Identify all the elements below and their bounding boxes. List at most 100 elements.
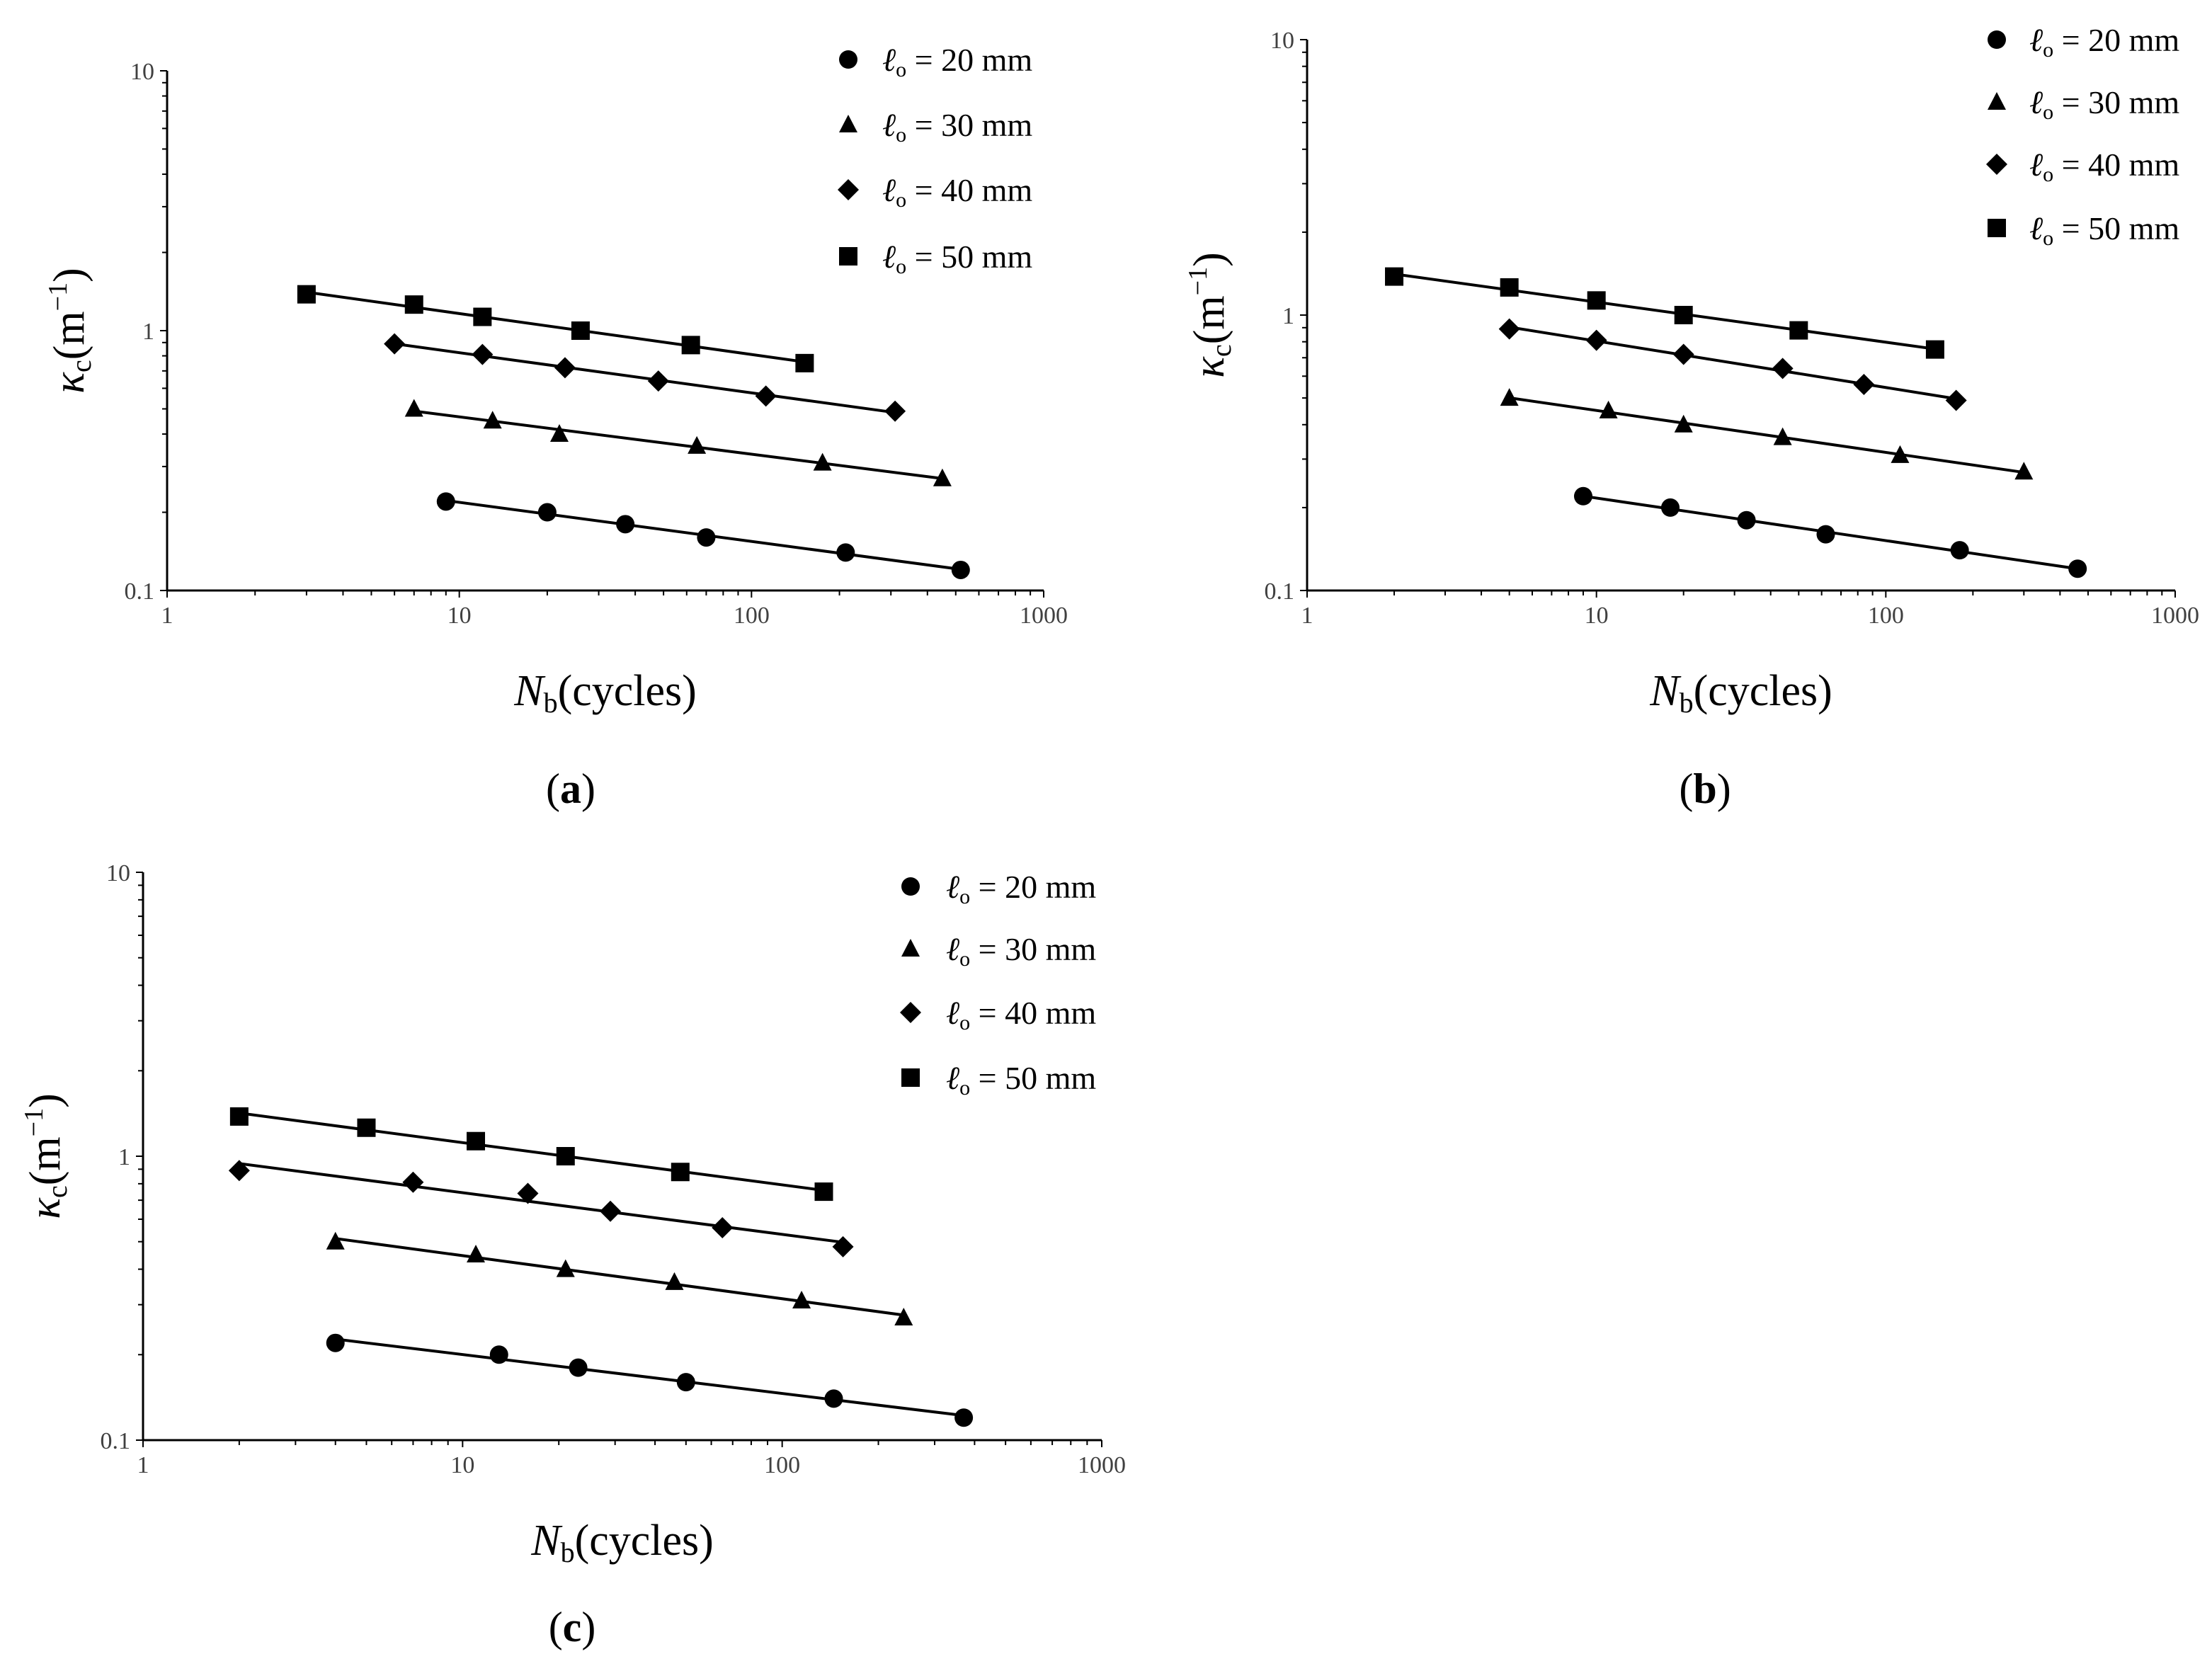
legend-value: = 20 — [970, 869, 1045, 905]
legend-marker-20mm — [901, 877, 920, 896]
data-point-20mm — [954, 1408, 974, 1427]
y-axis-label: κc(m−1) — [19, 1093, 73, 1219]
legend-units: mm — [1046, 931, 1097, 967]
data-point-50mm — [1587, 291, 1606, 310]
legend-value: = 50 — [2053, 210, 2128, 246]
legend-entry-30mm: ℓo = 30 mm — [882, 107, 1032, 147]
data-point-40mm — [884, 400, 906, 422]
legend-symbol: ℓ — [882, 42, 896, 78]
x-axis-label: Nb(cycles) — [1649, 667, 1832, 719]
x-tick-label: 1000 — [2151, 603, 2199, 629]
data-point-30mm — [894, 1308, 913, 1326]
legend-symbol: ℓ — [882, 172, 896, 208]
data-point-30mm — [483, 411, 502, 429]
panel-label: (c) — [549, 1604, 596, 1650]
x-tick-label: 100 — [764, 1452, 800, 1478]
data-point-20mm — [1816, 525, 1835, 544]
data-point-40mm — [1585, 329, 1607, 351]
legend-entry-50mm: ℓo = 50 mm — [882, 239, 1032, 278]
y-tick-label: 0.1 — [125, 578, 155, 605]
legend-marker-20mm — [839, 50, 857, 69]
legend-entry-40mm: ℓo = 40 mm — [2029, 147, 2179, 186]
legend-subscript: o — [959, 947, 970, 971]
legend-value: = 30 — [2053, 84, 2128, 120]
data-point-20mm — [2068, 559, 2087, 578]
data-point-20mm — [1737, 510, 1756, 530]
legend-units: mm — [1046, 995, 1097, 1031]
x-axis-label: Nb(cycles) — [513, 667, 697, 719]
panel-label: (a) — [546, 765, 595, 812]
data-point-40mm — [832, 1236, 854, 1257]
y-label-close: ) — [21, 1093, 69, 1108]
x-label-subscript: b — [544, 687, 558, 719]
data-point-20mm — [836, 543, 855, 562]
data-point-40mm — [1945, 389, 1967, 411]
data-point-30mm — [404, 399, 423, 417]
trend-line-30mm — [414, 409, 943, 480]
data-point-40mm — [1772, 358, 1794, 380]
data-point-40mm — [554, 357, 576, 379]
x-tick-label: 100 — [734, 603, 770, 629]
y-label-superscript: −1 — [1183, 267, 1213, 295]
data-point-30mm — [1599, 400, 1618, 418]
data-point-30mm — [933, 468, 952, 486]
data-point-50mm — [357, 1118, 376, 1137]
trend-line-40mm — [1509, 325, 1956, 401]
legend-entry-40mm: ℓo = 40 mm — [946, 995, 1096, 1034]
y-axis-label: κc(m−1) — [43, 268, 97, 394]
data-point-40mm — [1853, 373, 1875, 395]
trend-line-50mm — [1393, 273, 1936, 350]
data-point-50mm — [795, 353, 814, 372]
legend-subscript: o — [896, 188, 906, 212]
legend-value: = 50 — [970, 1060, 1045, 1096]
y-tick-label: 10 — [1270, 28, 1294, 54]
legend-subscript: o — [896, 123, 906, 147]
data-point-40mm — [647, 370, 669, 392]
legend-symbol: ℓ — [882, 239, 896, 275]
data-point-30mm — [1500, 388, 1519, 406]
data-point-50mm — [814, 1182, 833, 1202]
legend-value: = 30 — [970, 931, 1045, 967]
x-tick-label: 1000 — [1078, 1452, 1126, 1478]
y-tick-label: 1 — [1282, 303, 1294, 329]
x-label-subscript: b — [561, 1536, 575, 1568]
panel-label-open: ( — [549, 1604, 563, 1650]
data-point-50mm — [404, 295, 423, 314]
data-point-50mm — [1789, 321, 1808, 340]
y-axis-label: κc(m−1) — [1183, 252, 1237, 378]
y-label-units: (m — [21, 1136, 69, 1185]
trend-line-30mm — [335, 1237, 904, 1317]
x-tick-label: 1 — [137, 1452, 149, 1478]
data-point-40mm — [517, 1182, 539, 1204]
legend-entry-20mm: ℓo = 20 mm — [946, 869, 1096, 908]
legend-subscript: o — [2043, 163, 2053, 186]
legend-value: = 40 — [906, 172, 981, 208]
y-label-close: ) — [45, 268, 93, 283]
legend-subscript: o — [2043, 38, 2053, 62]
y-label-units: (m — [1185, 295, 1233, 344]
legend-subscript: o — [896, 255, 906, 278]
y-label-units: (m — [45, 311, 93, 360]
panel-label-letter: c — [563, 1604, 582, 1650]
legend-subscript: o — [896, 58, 906, 81]
data-point-50mm — [229, 1107, 249, 1126]
trend-line-50mm — [306, 290, 805, 364]
legend-units: mm — [2129, 147, 2180, 183]
panel-label-open: ( — [546, 765, 560, 812]
trend-line-40mm — [239, 1162, 843, 1244]
x-label-subscript: b — [1680, 687, 1694, 719]
legend-units: mm — [2129, 22, 2180, 58]
y-tick-label: 0.1 — [101, 1428, 131, 1454]
data-point-30mm — [792, 1290, 811, 1308]
data-point-50mm — [1385, 267, 1404, 286]
legend-marker-50mm — [901, 1068, 920, 1087]
panel-label-close: ) — [581, 1604, 595, 1650]
y-tick-label: 10 — [106, 860, 130, 886]
legend-symbol: ℓ — [946, 995, 960, 1031]
trend-line-30mm — [1509, 396, 2024, 474]
data-point-40mm — [755, 385, 777, 407]
data-point-50mm — [681, 336, 700, 355]
